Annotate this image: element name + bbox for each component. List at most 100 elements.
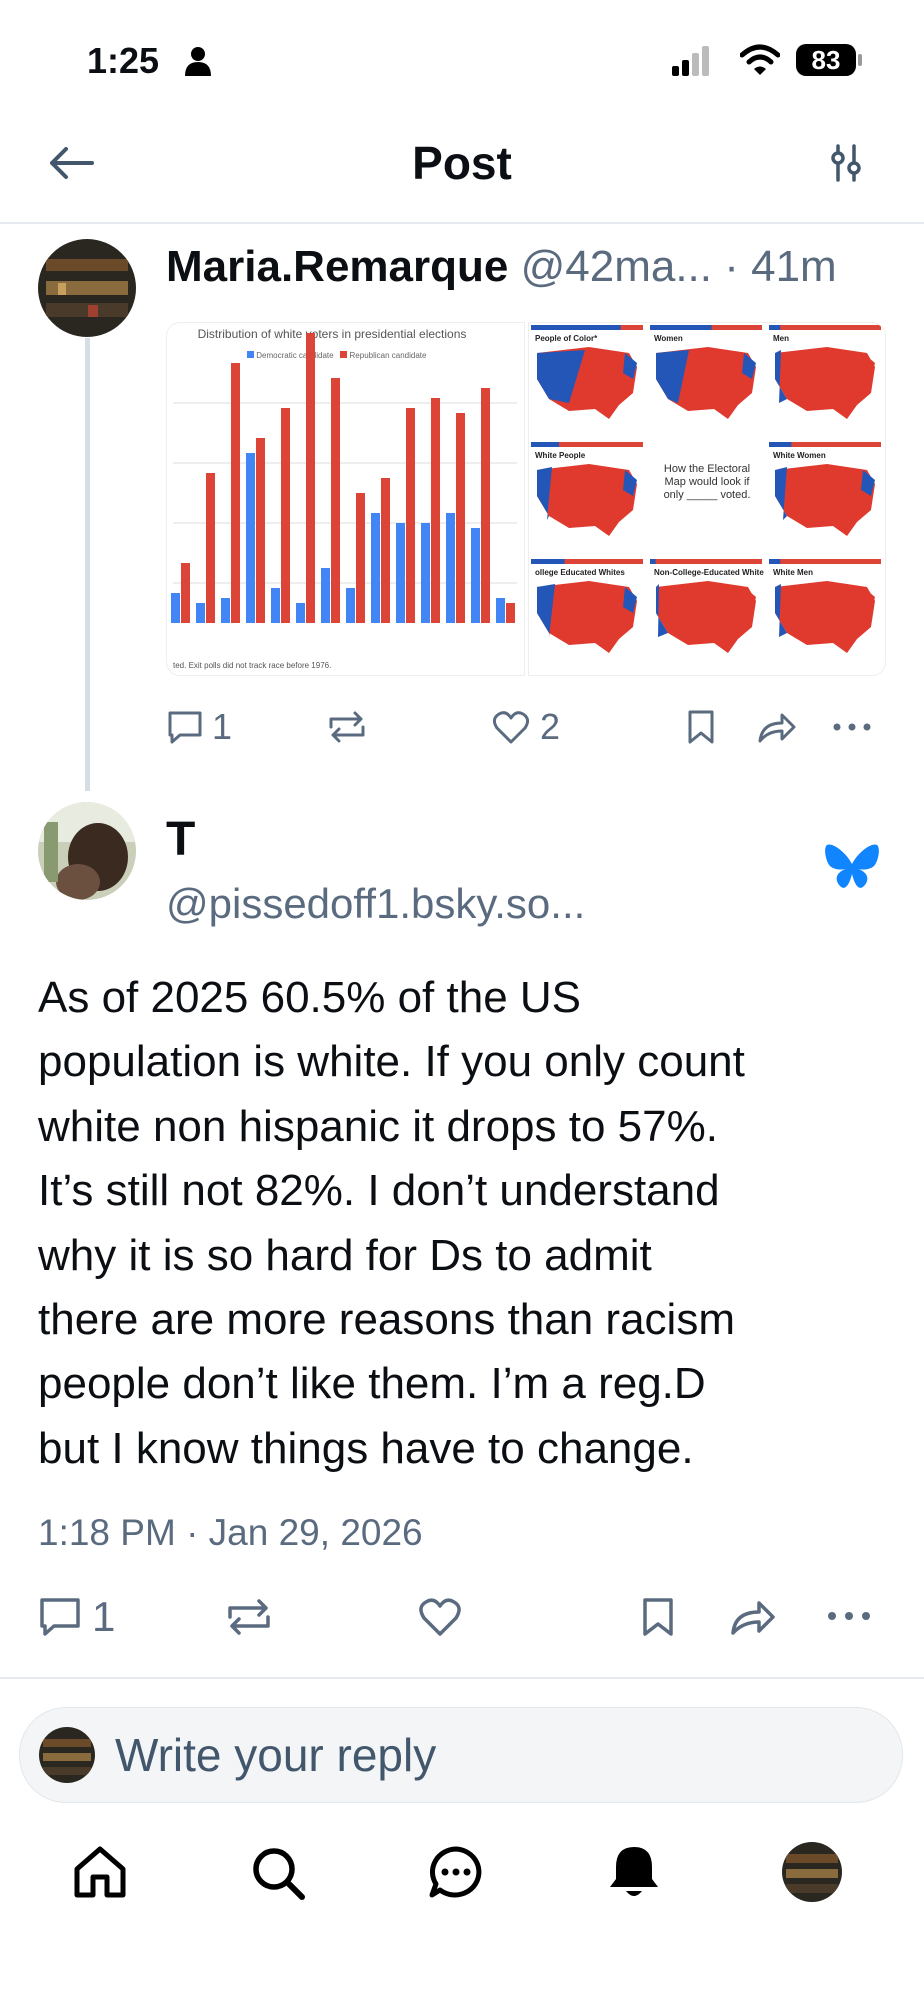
map-shape: [775, 467, 787, 520]
post-text: As of 2025 60.5% of the US population is …: [38, 966, 745, 1481]
share-button[interactable]: [756, 709, 798, 745]
map-panel: White Women: [769, 442, 881, 536]
map-bar: [769, 442, 792, 447]
map-shape: [537, 350, 585, 403]
nav-chat[interactable]: [428, 1845, 484, 1899]
repost-button[interactable]: [327, 709, 367, 745]
map-shape: [623, 470, 637, 496]
image-bar: [271, 588, 280, 623]
image-bar: [281, 408, 290, 623]
map-panel: ollege Educated Whites: [531, 559, 643, 653]
settings-button[interactable]: [830, 144, 862, 182]
nav-notifications[interactable]: [606, 1843, 662, 1901]
divider: [0, 222, 924, 224]
image-bar: [181, 563, 190, 623]
image-bar: [381, 478, 390, 623]
text-line: white non hispanic it drops to 57%.: [38, 1101, 718, 1151]
author-handle: @42ma...: [520, 242, 712, 291]
avatar[interactable]: [38, 802, 136, 900]
map-bar: [769, 559, 881, 564]
bookmark-button[interactable]: [686, 709, 716, 745]
back-button[interactable]: [48, 146, 94, 180]
map-shape: [623, 353, 637, 379]
image-bar: [356, 493, 365, 623]
map-label: Men: [773, 334, 789, 343]
map-panel: Non-College-Educated Whites: [650, 559, 764, 653]
map-shape: [861, 587, 875, 613]
map-bar: [769, 325, 881, 330]
more-button[interactable]: [826, 1610, 872, 1622]
map-shape: [775, 584, 787, 637]
map-label: White Women: [773, 451, 826, 460]
nav-home[interactable]: [72, 1845, 128, 1899]
signal-icon: [672, 46, 709, 76]
map-shape: [861, 353, 875, 379]
post-timestamp: 1:18 PM · Jan 29, 2026: [38, 1512, 423, 1553]
reply-input[interactable]: [19, 1707, 903, 1803]
map-panel: People of Color*: [531, 325, 643, 419]
avatar: [39, 1727, 95, 1783]
text-line: why it is so hard for Ds to admit: [38, 1230, 652, 1280]
reply-count: 1: [92, 1593, 116, 1640]
avatar[interactable]: [38, 239, 136, 337]
image-footnote: ted. Exit polls did not track race befor…: [173, 661, 332, 670]
image-bar: [456, 413, 465, 623]
author-name[interactable]: Maria.Remarque: [166, 242, 509, 291]
text-line: people don’t like them. I’m a reg.D: [38, 1359, 706, 1409]
nav-search[interactable]: [250, 1845, 306, 1901]
person-icon: [185, 47, 211, 76]
map-shape: [861, 470, 875, 496]
image-bar: [306, 333, 315, 623]
text-line: but I know things have to change.: [38, 1423, 694, 1473]
share-button[interactable]: [729, 1596, 777, 1638]
text-line: there are more reasons than racism: [38, 1295, 735, 1345]
map-shape: [775, 581, 875, 653]
image-bar: [446, 513, 455, 623]
map-shape: [623, 587, 637, 613]
map-bar: [531, 442, 643, 447]
like-button[interactable]: [418, 1596, 462, 1638]
reply-button[interactable]: [166, 709, 204, 745]
map-shape: [537, 584, 555, 637]
map-label: Non-College-Educated Whites: [654, 568, 764, 577]
text-line: population is white. If you only count: [38, 1037, 745, 1087]
post-time: · 41m: [724, 242, 837, 291]
image-bar: [396, 523, 405, 623]
reply-button[interactable]: [38, 1596, 82, 1638]
map-center-text: How the Electoral Map would look if only…: [663, 463, 751, 501]
image-bar: [406, 408, 415, 623]
bluesky-logo: [825, 844, 879, 888]
map-bar: [650, 559, 656, 564]
image-bar: [196, 603, 205, 623]
image-bar: [331, 378, 340, 623]
image-bar: [506, 603, 515, 623]
map-shape: [775, 464, 875, 536]
nav-profile[interactable]: [782, 1842, 842, 1902]
map-panel: White Men: [769, 559, 881, 653]
author-line: Maria.Remarque @42ma... · 41m: [166, 242, 837, 292]
reply-placeholder: Write your reply: [115, 1729, 437, 1781]
repost-button[interactable]: [226, 1596, 272, 1638]
like-button[interactable]: [492, 709, 530, 745]
map-label: Women: [654, 334, 683, 343]
image-maps[interactable]: How the Electoral Map would look if only…: [528, 322, 886, 676]
map-shape: [656, 584, 668, 637]
image-bar: [256, 438, 265, 623]
map-shape: [537, 467, 552, 520]
more-button[interactable]: [832, 722, 872, 732]
image-bar: [296, 603, 305, 623]
map-bar: [531, 442, 559, 447]
map-label: White People: [535, 451, 586, 460]
image-chart[interactable]: Distribution of white voters in presiden…: [166, 322, 525, 676]
author-name[interactable]: T: [166, 813, 196, 866]
wifi-icon: [740, 44, 780, 75]
map-bar: [769, 559, 781, 564]
image-bar: [431, 398, 440, 623]
map-bar: [650, 559, 762, 564]
legend-text: Democratic candidate: [256, 351, 334, 360]
map-shape: [537, 464, 637, 536]
map-bar: [769, 442, 881, 447]
map-bar: [531, 559, 565, 564]
bookmark-button[interactable]: [640, 1596, 676, 1638]
